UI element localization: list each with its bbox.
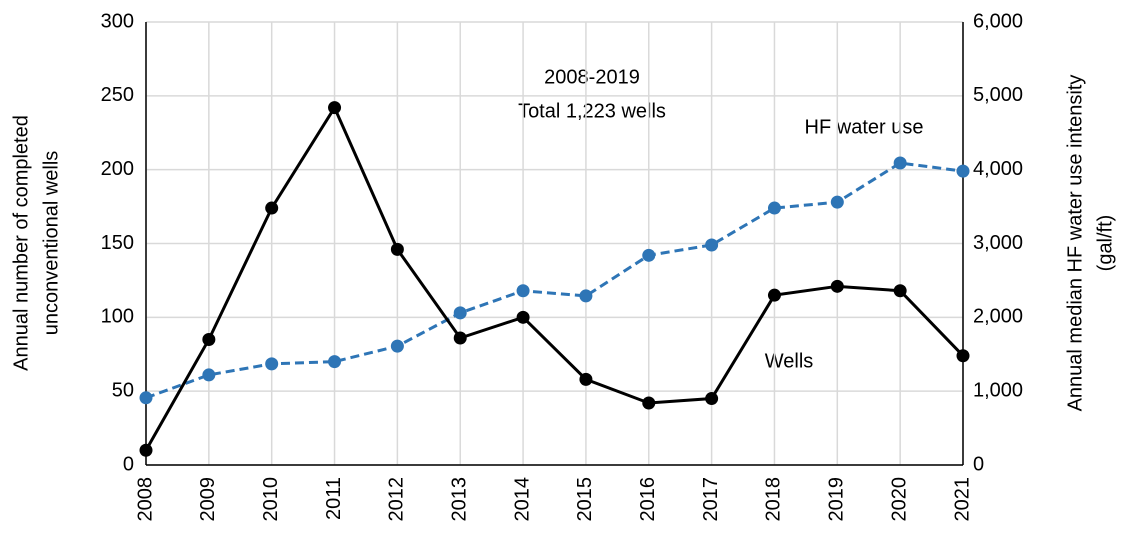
y2-tick-label: 6,000 bbox=[973, 10, 1023, 32]
y2-axis-label: Annual median HF water use intensity bbox=[1064, 75, 1086, 412]
y2-axis-label: (gal/ft) bbox=[1094, 215, 1116, 272]
data-point bbox=[767, 288, 781, 302]
x-tick-label: 2015 bbox=[574, 477, 596, 522]
data-point bbox=[642, 248, 656, 262]
data-point bbox=[893, 284, 907, 298]
series-label: Wells bbox=[765, 350, 814, 372]
data-point bbox=[642, 396, 656, 410]
data-point bbox=[516, 310, 530, 324]
data-point bbox=[328, 101, 342, 115]
x-tick-label: 2016 bbox=[637, 477, 659, 522]
data-point bbox=[265, 357, 279, 371]
x-tick-label: 2010 bbox=[260, 477, 282, 522]
y-tick-label: 300 bbox=[101, 10, 134, 32]
data-point bbox=[956, 164, 970, 178]
series-line bbox=[144, 104, 965, 451]
y-tick-label: 150 bbox=[101, 232, 134, 254]
data-point bbox=[202, 368, 216, 382]
y2-tick-label: 5,000 bbox=[973, 84, 1023, 106]
y-tick-label: 250 bbox=[101, 84, 134, 106]
x-tick-label: 2009 bbox=[197, 477, 219, 522]
x-tick-label: 2013 bbox=[449, 477, 471, 522]
annotation: Total 1,223 wells bbox=[518, 100, 666, 122]
y-tick-label: 200 bbox=[101, 158, 134, 180]
y2-tick-label: 0 bbox=[973, 453, 984, 475]
x-tick-label: 2014 bbox=[511, 477, 533, 522]
y-axis-label: unconventional wells bbox=[40, 151, 62, 336]
x-tick-label: 2019 bbox=[826, 477, 848, 522]
x-tick-label: 2020 bbox=[888, 477, 910, 522]
data-point bbox=[767, 201, 781, 215]
y2-tick-label: 4,000 bbox=[973, 158, 1023, 180]
data-point bbox=[830, 279, 844, 293]
x-tick-label: 2017 bbox=[700, 477, 722, 522]
data-point bbox=[579, 372, 593, 386]
data-point bbox=[705, 238, 719, 252]
series-line bbox=[145, 161, 964, 400]
x-tick-label: 2018 bbox=[763, 477, 785, 522]
data-point bbox=[956, 349, 970, 363]
data-point bbox=[453, 306, 467, 320]
data-point bbox=[265, 201, 279, 215]
annotation: 2008-2019 bbox=[544, 66, 640, 88]
data-point bbox=[390, 339, 404, 353]
y2-tick-label: 3,000 bbox=[973, 232, 1023, 254]
data-point bbox=[328, 355, 342, 369]
x-tick-label: 2011 bbox=[323, 477, 345, 520]
y-axis-label: Annual number of completed bbox=[10, 115, 32, 371]
x-tick-label: 2008 bbox=[134, 477, 156, 522]
y-tick-label: 0 bbox=[123, 453, 134, 475]
data-point bbox=[516, 284, 530, 298]
data-point bbox=[579, 289, 593, 303]
data-point bbox=[830, 195, 844, 209]
data-point bbox=[202, 332, 216, 346]
data-point bbox=[453, 331, 467, 345]
data-point bbox=[139, 391, 153, 405]
y2-tick-label: 1,000 bbox=[973, 379, 1023, 401]
y-tick-label: 50 bbox=[112, 379, 134, 401]
data-point bbox=[893, 156, 907, 170]
x-tick-label: 2021 bbox=[951, 477, 973, 522]
series-label: HF water use bbox=[805, 116, 924, 138]
data-point bbox=[390, 242, 404, 256]
y2-tick-label: 2,000 bbox=[973, 306, 1023, 328]
data-point bbox=[139, 443, 153, 457]
data-point bbox=[705, 392, 719, 406]
y-tick-label: 100 bbox=[101, 306, 134, 328]
x-tick-label: 2012 bbox=[386, 477, 408, 522]
